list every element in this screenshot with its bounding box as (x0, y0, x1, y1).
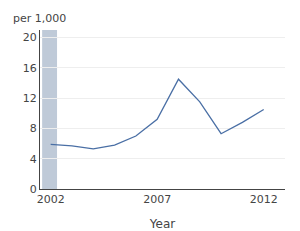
svg-text:per 1,000: per 1,000 (13, 12, 66, 25)
svg-text:2002: 2002 (37, 193, 65, 206)
svg-text:12: 12 (23, 92, 37, 105)
svg-text:Year: Year (149, 217, 175, 231)
svg-text:2012: 2012 (250, 193, 278, 206)
svg-text:20: 20 (23, 31, 37, 44)
svg-text:4: 4 (30, 153, 37, 166)
svg-text:2007: 2007 (143, 193, 171, 206)
svg-text:0: 0 (30, 183, 37, 196)
svg-text:8: 8 (30, 122, 37, 135)
svg-text:16: 16 (23, 62, 37, 75)
